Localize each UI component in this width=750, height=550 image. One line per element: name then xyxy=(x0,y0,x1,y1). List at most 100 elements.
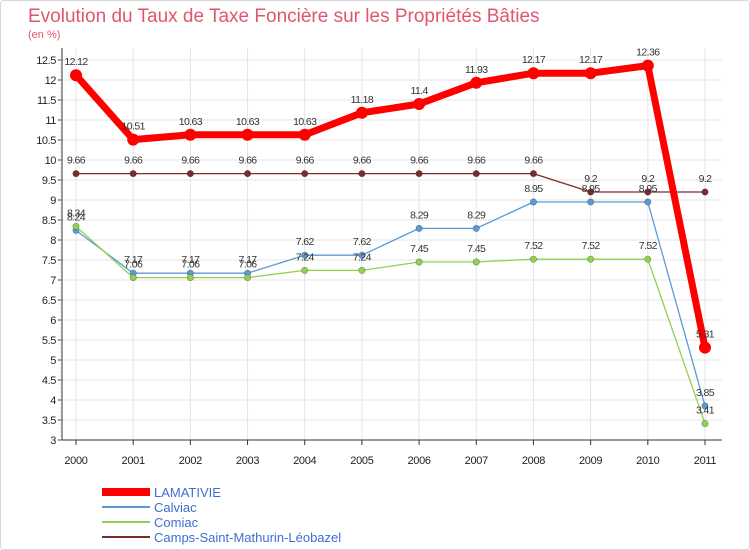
y-tick-label: 9 xyxy=(50,195,56,207)
data-label: 10.63 xyxy=(236,116,260,128)
data-point xyxy=(186,170,194,178)
data-point xyxy=(70,69,82,82)
data-point xyxy=(244,170,252,178)
y-tick-label: 12 xyxy=(45,75,57,87)
x-tick-label: 2006 xyxy=(407,455,430,467)
y-tick-label: 5 xyxy=(50,355,56,367)
data-label: 9.66 xyxy=(67,155,86,167)
data-label: 8.95 xyxy=(639,183,658,195)
series-lines xyxy=(70,59,711,428)
data-label: 8.24 xyxy=(67,211,86,223)
data-point xyxy=(415,224,423,232)
data-label: 9.2 xyxy=(584,173,598,185)
data-label: 9.66 xyxy=(124,155,143,167)
y-tick-label: 11.5 xyxy=(37,95,56,107)
data-point xyxy=(587,198,595,206)
data-point xyxy=(301,266,309,274)
data-label: 12.12 xyxy=(64,56,88,68)
x-tick-label: 2007 xyxy=(465,455,488,467)
y-tick-label: 7.5 xyxy=(42,255,56,267)
data-label: 9.66 xyxy=(353,155,372,167)
legend-label: Camps-Saint-Mathurin-Léobazel xyxy=(154,530,341,545)
y-tick-label: 11 xyxy=(45,115,56,127)
data-point xyxy=(72,222,80,230)
data-label: 9.66 xyxy=(524,155,543,167)
data-point xyxy=(641,59,654,72)
y-tick-label: 4 xyxy=(50,395,56,407)
legend: LAMATIVIECalviacComiacCamps-Saint-Mathur… xyxy=(102,485,341,545)
data-label: 7.17 xyxy=(124,254,143,266)
data-label: 7.62 xyxy=(353,236,372,248)
data-point xyxy=(644,188,652,196)
y-tick-label: 8 xyxy=(50,235,56,247)
data-label: 9.66 xyxy=(181,155,200,167)
data-point xyxy=(72,170,80,178)
series-line-4 xyxy=(76,172,705,193)
series-line-2 xyxy=(75,201,706,407)
data-label: 7.52 xyxy=(524,240,543,252)
x-tick-label: 2002 xyxy=(179,455,202,467)
data-point xyxy=(413,98,426,110)
series-line-3 xyxy=(75,225,706,424)
data-label: 7.17 xyxy=(239,254,258,266)
data-point xyxy=(472,170,480,178)
data-point xyxy=(644,255,652,263)
data-label: 11.93 xyxy=(465,64,488,76)
data-label: 9.2 xyxy=(641,173,655,185)
data-label: 9.66 xyxy=(239,155,258,167)
data-label: 11.18 xyxy=(351,94,374,106)
data-label: 10.63 xyxy=(179,116,203,128)
data-point xyxy=(701,402,709,410)
data-label: 3.41 xyxy=(696,405,715,417)
y-axis-ticks: 3 3.5 4 4.5 5 5.5 6 6.5 7 7.5 8 8.5 9 9.5 10 10.5 11 11.5… xyxy=(36,55,62,447)
y-tick-label: 3.5 xyxy=(42,415,56,427)
y-tick-label: 7 xyxy=(50,275,56,287)
y-tick-label: 9.5 xyxy=(42,175,56,187)
data-point xyxy=(186,274,194,282)
data-point xyxy=(701,420,709,428)
data-point xyxy=(470,76,483,89)
data-label: 8.29 xyxy=(410,209,429,221)
data-label: 7.52 xyxy=(582,240,601,252)
y-tick-label: 6.5 xyxy=(42,295,56,307)
data-label: 7.06 xyxy=(124,259,143,271)
data-label: 9.66 xyxy=(410,155,429,167)
data-label: 10.51 xyxy=(122,121,146,133)
data-point xyxy=(355,106,368,119)
data-label: 10.63 xyxy=(293,116,317,128)
data-point xyxy=(529,198,537,206)
data-label: 3.85 xyxy=(696,387,715,399)
y-tick-label: 12.5 xyxy=(36,55,56,67)
data-label: 7.06 xyxy=(181,259,200,271)
x-tick-label: 2001 xyxy=(122,455,145,467)
y-tick-label: 5.5 xyxy=(42,335,56,347)
data-point xyxy=(472,224,480,232)
x-tick-label: 2004 xyxy=(293,455,316,467)
x-tick-label: 2009 xyxy=(579,455,602,467)
x-tick-label: 2010 xyxy=(636,455,659,467)
data-point xyxy=(587,188,595,196)
data-label: 7.24 xyxy=(353,251,372,263)
chart-subtitle: (en %) xyxy=(28,29,61,41)
data-label: 9.66 xyxy=(467,155,486,167)
y-tick-label: 8.5 xyxy=(42,215,56,227)
data-point xyxy=(298,128,311,141)
data-point xyxy=(301,251,309,259)
data-point xyxy=(358,170,366,178)
data-point xyxy=(415,258,423,266)
series-line-1 xyxy=(73,62,709,349)
data-label: 8.95 xyxy=(582,183,601,195)
data-point xyxy=(184,128,197,141)
data-label: 12.17 xyxy=(579,54,603,66)
data-label: 9.2 xyxy=(699,173,713,185)
gridlines xyxy=(62,48,722,440)
chart-title: Evolution du Taux de Taxe Foncière sur l… xyxy=(28,6,540,27)
data-point xyxy=(127,133,140,146)
y-tick-label: 10.5 xyxy=(36,135,56,147)
data-point xyxy=(644,198,652,206)
data-label: 8.34 xyxy=(67,207,86,219)
data-point xyxy=(301,170,309,178)
y-tick-label: 10 xyxy=(45,155,57,167)
x-tick-label: 2005 xyxy=(350,455,373,467)
